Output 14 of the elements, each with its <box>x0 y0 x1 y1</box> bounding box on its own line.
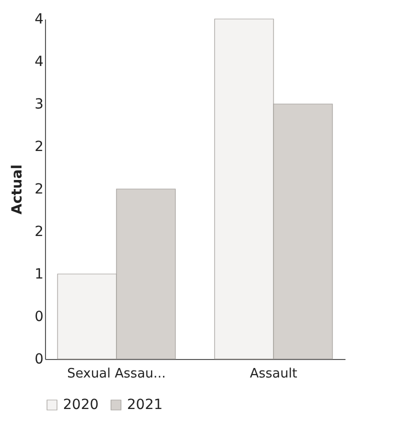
y-tick-label: 0 <box>34 309 44 325</box>
y-tick-label: 2 <box>34 182 44 198</box>
y-axis-title: Actual <box>10 164 26 215</box>
legend-label: 2021 <box>127 397 163 413</box>
y-tick-label: 1 <box>34 266 44 282</box>
y-tick-label: 2 <box>34 139 44 155</box>
y-tick-label: 4 <box>34 12 44 28</box>
y-tick-label: 2 <box>34 224 44 240</box>
x-tick-label: Sexual Assau... <box>67 366 166 382</box>
y-tick-label: 3 <box>34 96 44 112</box>
y-tick-label: 4 <box>34 54 44 70</box>
x-tick-label: Assault <box>250 366 298 382</box>
y-tick-label: 0 <box>34 352 44 368</box>
legend-label: 2020 <box>63 397 99 413</box>
